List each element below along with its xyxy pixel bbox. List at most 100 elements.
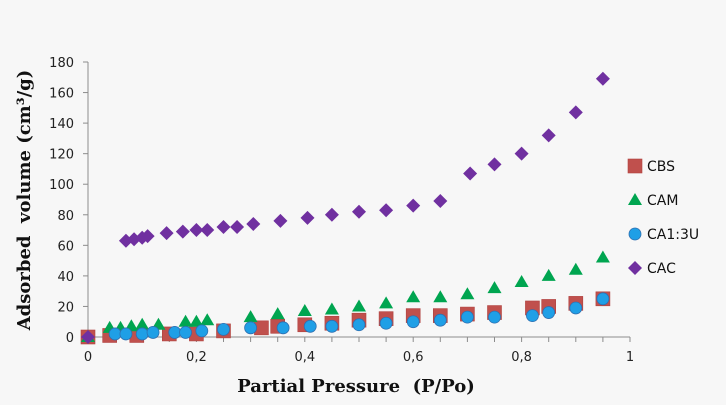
plot-series xyxy=(80,71,611,345)
data-point-ca1-3u xyxy=(179,326,192,339)
series-cac xyxy=(81,71,610,344)
data-point-cac xyxy=(230,220,245,234)
data-point-cam xyxy=(352,299,366,312)
legend-label: CBS xyxy=(647,159,675,175)
data-point-ca1-3u xyxy=(460,310,474,324)
data-point-cam xyxy=(433,290,448,303)
legend-marker-cac xyxy=(628,261,642,275)
data-point-ca1-3u xyxy=(168,326,182,339)
legend-marker-cbs xyxy=(627,158,643,174)
legend-item-cam: CAM xyxy=(628,193,678,209)
data-point-cac xyxy=(300,210,315,225)
data-point-cac xyxy=(189,223,204,238)
y-tick-label: 60 xyxy=(57,239,74,254)
data-point-ca1-3u xyxy=(542,306,556,319)
data-point-cac xyxy=(175,224,190,239)
data-point-cac xyxy=(406,198,421,213)
y-tick-label: 180 xyxy=(49,56,74,71)
data-point-cac xyxy=(246,216,261,231)
axes: 0 20 40 60 80 100 120 140 160 180 0 0,2 0,4 0,6 0,8 1 xyxy=(49,56,634,365)
x-tick-label: 0,6 xyxy=(403,350,424,365)
legend: CBS CAM CA1:3U CAC xyxy=(627,158,699,277)
y-tick-label: 140 xyxy=(49,117,74,132)
data-point-ca1-3u xyxy=(119,327,133,341)
data-point-cac xyxy=(487,157,502,172)
data-point-cam xyxy=(297,304,312,317)
data-point-cac xyxy=(273,213,288,228)
data-point-cac xyxy=(433,194,448,209)
data-point-ca1-3u xyxy=(352,318,366,332)
data-point-cac xyxy=(595,71,610,86)
legend-label: CAC xyxy=(647,261,676,277)
y-axis-title: Adsorbed volume (cm³/g) xyxy=(14,70,35,332)
data-point-cac xyxy=(81,330,95,344)
data-point-cam xyxy=(379,296,394,309)
data-point-cam xyxy=(178,314,193,327)
data-point-cac xyxy=(463,166,478,181)
legend-marker-cam xyxy=(628,193,642,205)
data-point-ca1-3u xyxy=(569,301,583,315)
legend-item-cac: CAC xyxy=(628,261,676,277)
data-point-cac xyxy=(352,204,366,219)
data-point-cam xyxy=(460,287,475,300)
data-point-ca1-3u xyxy=(406,315,420,329)
data-point-cac xyxy=(514,146,529,161)
y-tick-label: 80 xyxy=(57,209,74,224)
data-point-cam xyxy=(324,302,339,315)
data-point-cam xyxy=(514,275,529,287)
data-point-cam xyxy=(243,310,258,323)
data-point-cam xyxy=(135,317,150,330)
legend-marker-ca1-3u xyxy=(628,227,642,241)
data-point-ca1-3u xyxy=(379,316,393,330)
data-point-cam xyxy=(541,268,556,281)
data-point-cac xyxy=(541,128,556,143)
data-point-cam xyxy=(595,250,610,263)
y-tick-label: 0 xyxy=(66,331,74,346)
y-tick-label: 20 xyxy=(57,300,74,315)
data-point-cac xyxy=(379,203,394,218)
data-point-cac xyxy=(216,220,231,234)
data-point-ca1-3u xyxy=(526,309,539,323)
data-point-ca1-3u xyxy=(325,319,339,333)
data-point-ca1-3u xyxy=(488,310,501,324)
x-tick-label: 1 xyxy=(626,350,634,365)
data-point-cam xyxy=(406,290,421,303)
data-point-cac xyxy=(568,105,583,120)
data-point-cac xyxy=(324,207,339,222)
y-tick-label: 120 xyxy=(49,148,74,163)
data-point-ca1-3u xyxy=(146,326,160,339)
data-point-ca1-3u xyxy=(108,327,122,341)
data-point-cam xyxy=(270,307,285,320)
data-point-cac xyxy=(159,226,174,241)
data-point-ca1-3u xyxy=(244,321,258,335)
x-tick-label: 0,4 xyxy=(294,350,315,365)
data-point-cam xyxy=(568,262,583,275)
series-ca1-3u xyxy=(108,292,610,341)
data-point-cam xyxy=(200,313,215,326)
data-point-cac xyxy=(200,223,215,238)
legend-item-cbs: CBS xyxy=(627,158,675,175)
data-point-cam xyxy=(189,314,204,327)
data-point-ca1-3u xyxy=(135,327,149,341)
data-point-ca1-3u xyxy=(303,319,317,333)
legend-item-ca1-3u: CA1:3U xyxy=(628,227,699,243)
data-point-ca1-3u xyxy=(217,322,230,336)
x-tick-label: 0,2 xyxy=(186,350,207,365)
y-ticks: 0 20 40 60 80 100 120 140 160 180 xyxy=(49,56,88,346)
legend-label: CAM xyxy=(647,193,678,209)
data-point-ca1-3u xyxy=(433,313,447,327)
series-cam xyxy=(81,250,610,342)
y-tick-label: 40 xyxy=(57,270,74,285)
x-tick-label: 0 xyxy=(84,350,92,365)
y-tick-label: 160 xyxy=(49,87,74,102)
data-point-cac xyxy=(140,229,155,244)
data-point-ca1-3u xyxy=(596,292,610,306)
x-axis-title: Partial Pressure (P/Po) xyxy=(237,376,475,397)
data-point-ca1-3u xyxy=(195,324,209,338)
legend-label: CA1:3U xyxy=(647,227,699,243)
data-point-ca1-3u xyxy=(276,321,290,335)
y-tick-label: 100 xyxy=(49,178,74,193)
data-point-cam xyxy=(487,281,502,294)
x-tick-label: 0,8 xyxy=(511,350,532,365)
